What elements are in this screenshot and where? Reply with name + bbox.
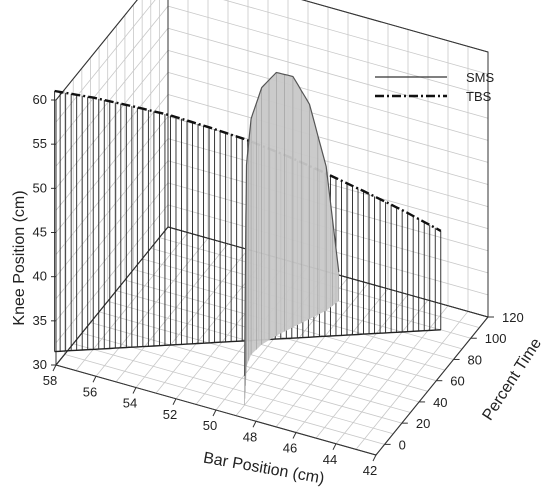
floor-gridline-z (64, 353, 385, 445)
x-tick-label: 42 (363, 463, 377, 478)
y-tick-label: 55 (33, 136, 47, 151)
floor-gridline-z (107, 300, 428, 392)
x-tick-label: 56 (83, 384, 97, 399)
x-tick-mark (212, 409, 217, 417)
z-tick-label: 120 (502, 310, 524, 325)
sms-series-group (244, 71, 340, 406)
x-tick-mark (372, 454, 377, 462)
x-tick-mark (52, 364, 57, 372)
floor-gridline-x (295, 294, 409, 433)
left-wall-gridline-y (55, 116, 169, 255)
y-tick-label: 60 (33, 92, 47, 107)
x-tick-mark (132, 387, 137, 394)
x-axis-title: Bar Position (cm) (202, 450, 326, 488)
left-wall-gridline-y (55, 0, 156, 123)
floor-gridline-x (315, 299, 429, 439)
axes (51, 0, 494, 462)
tbs-series-group (54, 89, 442, 353)
x-tick-mark (172, 398, 177, 405)
left-wall-gridline-y (55, 182, 169, 322)
y-tick-label: 50 (33, 180, 47, 195)
z-tick-label: 80 (468, 352, 482, 367)
x-tick-label: 58 (43, 373, 57, 388)
floor-gridline-z (81, 332, 402, 424)
y-tick-label: 35 (33, 313, 47, 328)
y-tick-label: 45 (33, 225, 47, 240)
floor-gridline-z (98, 311, 420, 403)
x-tick-mark (252, 421, 257, 428)
tick-labels: 3035404550556058565452504846444202040608… (33, 92, 524, 478)
x-tick-mark (292, 432, 297, 439)
z-tick-label: 40 (433, 395, 447, 410)
floor-gridline-z (73, 343, 394, 435)
legend: SMS TBS (375, 70, 495, 104)
x-tick-mark (332, 443, 337, 450)
x-tick-label: 52 (163, 407, 177, 422)
sms-curtain-fill (244, 72, 339, 405)
z-tick-label: 0 (399, 437, 406, 452)
back-wall-gridline-y (167, 72, 489, 163)
left-wall-gridline-y (55, 72, 169, 211)
floor-gridline-z (90, 322, 411, 413)
left-wall-gridline-y (55, 94, 169, 233)
y-tick-label: 40 (33, 269, 47, 284)
legend-sms-label: SMS (466, 70, 495, 85)
left-wall-gridline-y (55, 50, 169, 189)
left-wall-gridline-y (55, 5, 169, 145)
x-tick-label: 46 (283, 441, 297, 456)
x-tick-mark (92, 376, 97, 383)
z-tick-label: 60 (450, 374, 464, 389)
floor-gridline-x (255, 282, 369, 422)
x-tick-label: 54 (123, 396, 137, 411)
back-wall-gridline-y (167, 27, 489, 119)
floor-gridline-x (95, 237, 209, 377)
floor-gridline-x (135, 249, 249, 388)
back-wall-gridline-y (167, 5, 489, 97)
left-wall-gridline-y (55, 27, 169, 167)
floor-gridline-x (355, 311, 469, 450)
left-wall-gridline-y (55, 138, 169, 277)
back-wall-gridline-y (223, 0, 489, 75)
back-wall-gridline-y (167, 94, 489, 185)
x-tick-label: 48 (243, 429, 257, 444)
z-axis-title: Percent Time (479, 335, 545, 423)
legend-tbs-label: TBS (466, 89, 492, 104)
z-tick-label: 20 (416, 416, 430, 431)
x-tick-label: 44 (323, 452, 337, 467)
x-tick-label: 50 (203, 418, 217, 433)
left-wall-gridline-y (55, 160, 169, 300)
back-wall-gridline-y (167, 49, 489, 141)
y-axis-title: Knee Position (cm) (11, 190, 28, 325)
left-wall-gridline-y (55, 204, 169, 344)
y-tick-label: 30 (33, 357, 47, 372)
z-tick-label: 100 (485, 331, 507, 346)
